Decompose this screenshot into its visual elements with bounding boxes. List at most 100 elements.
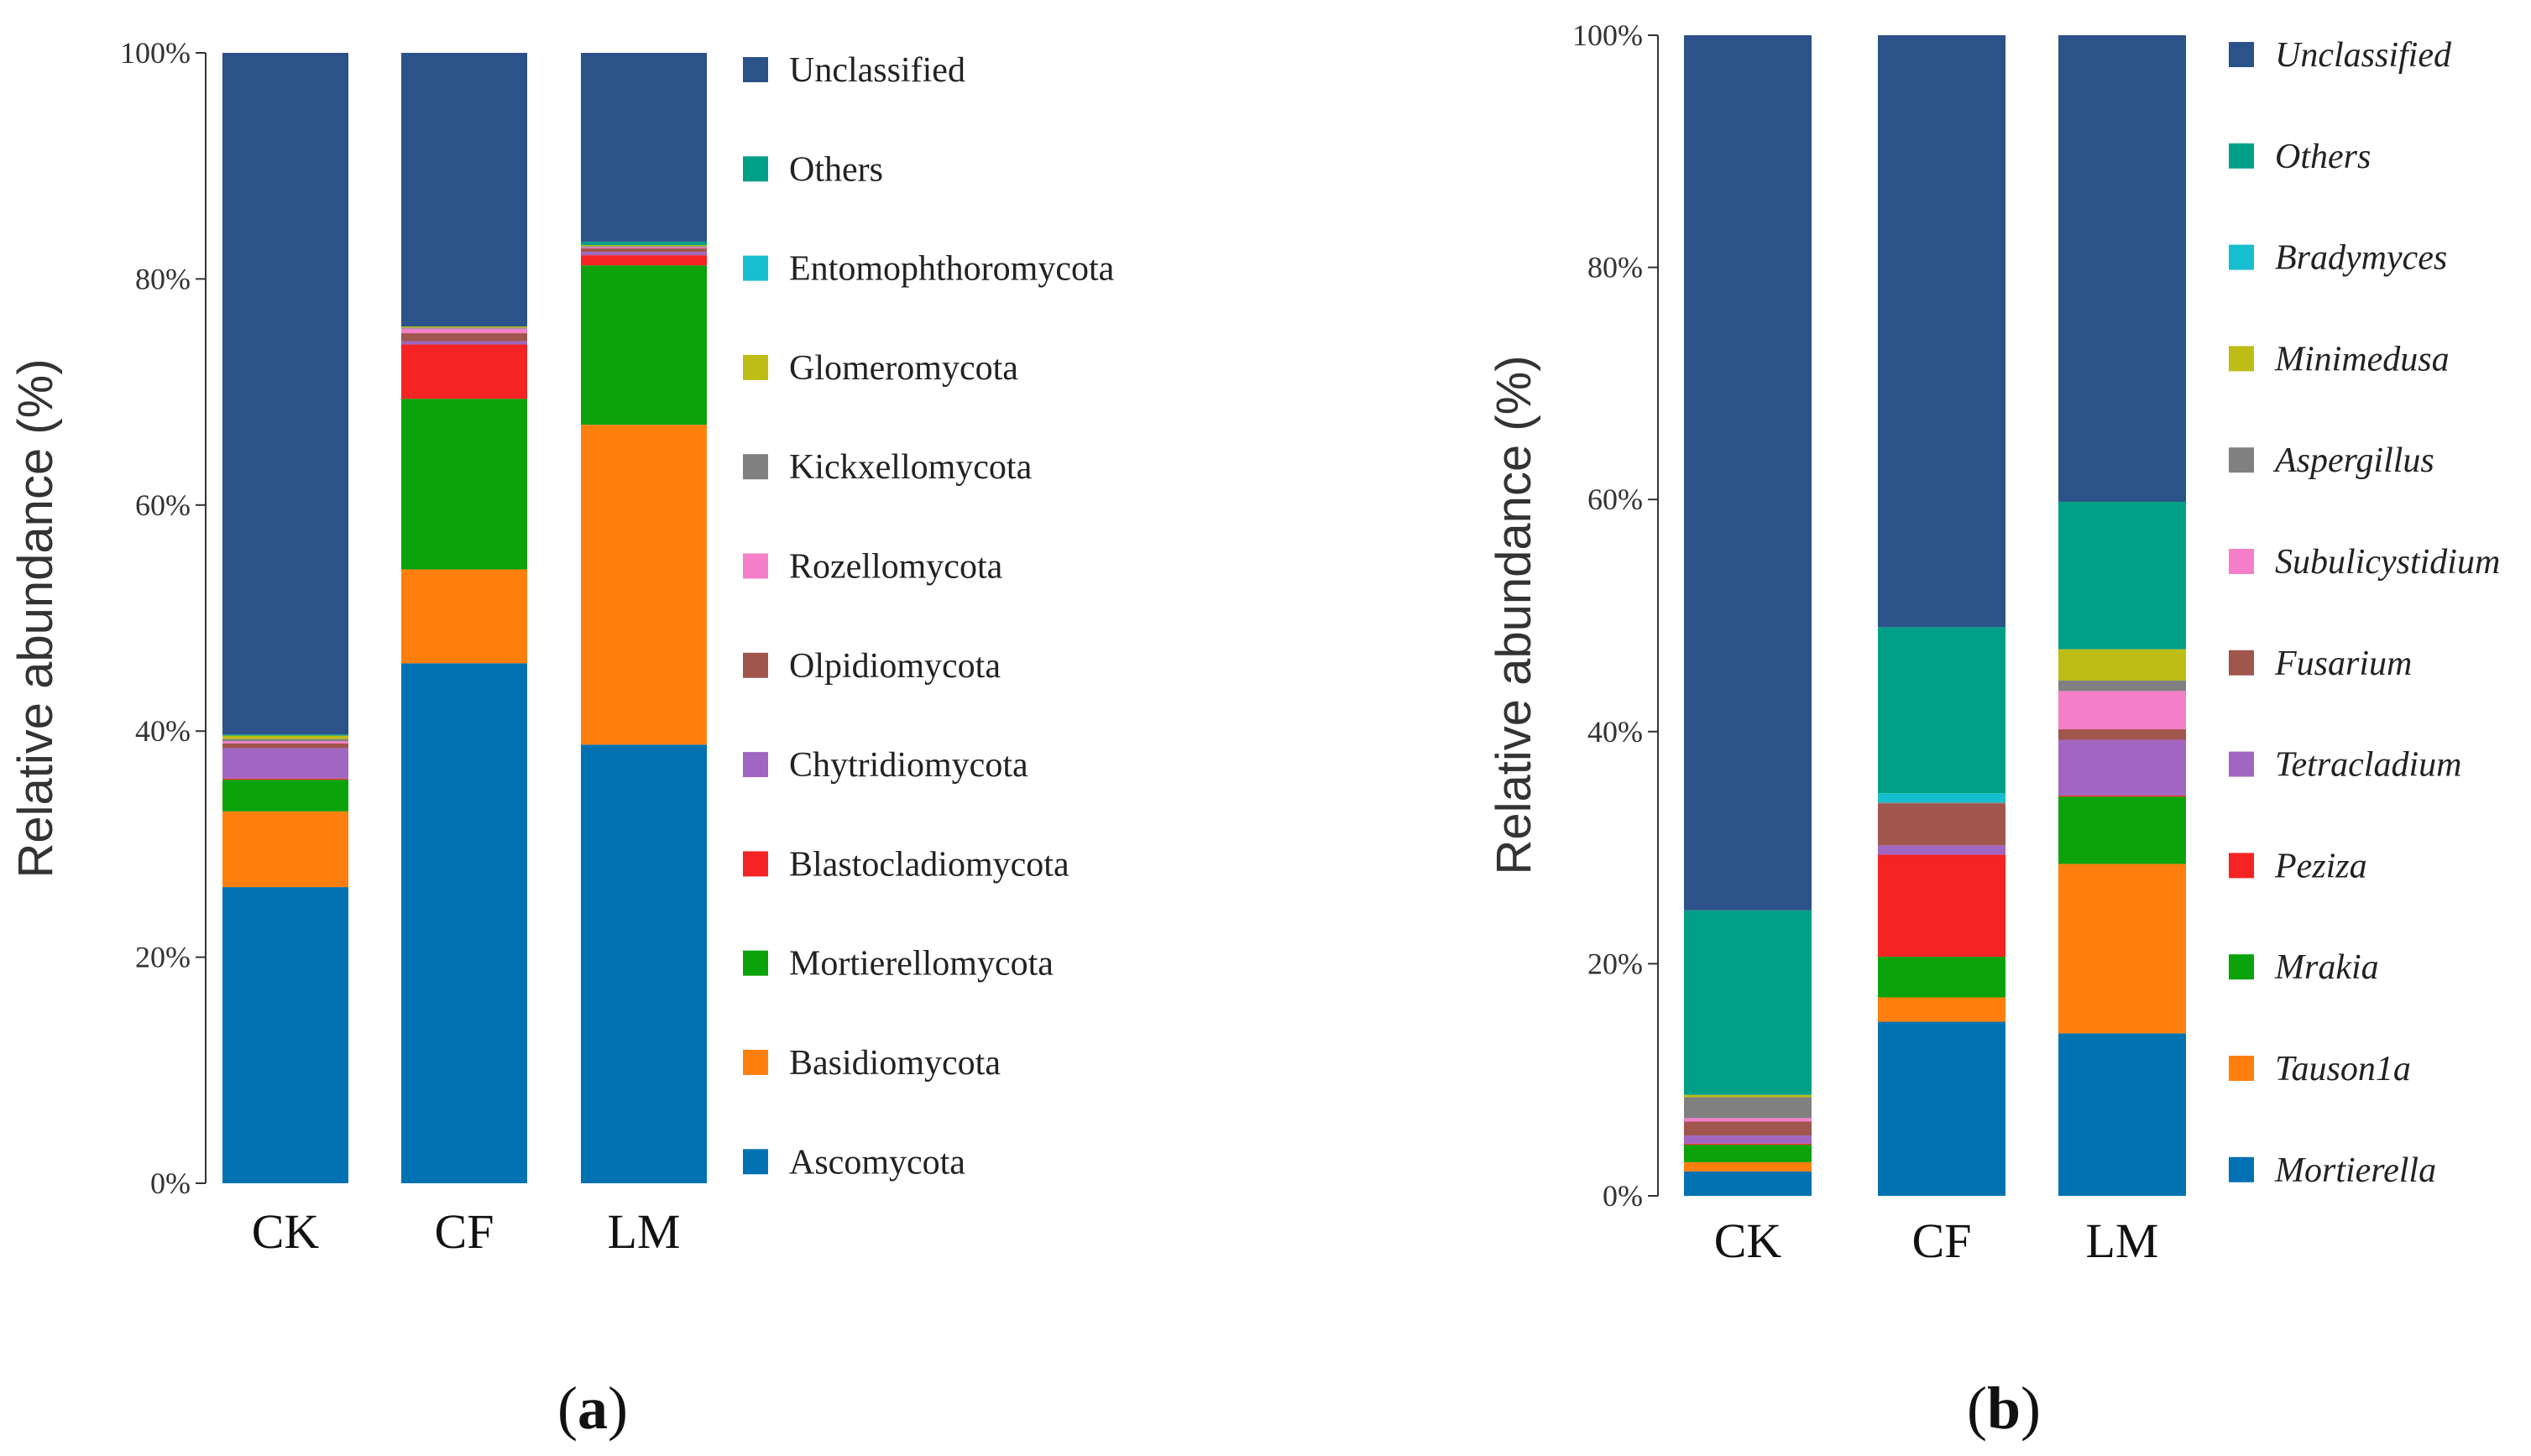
bar-segment-ck-chytridiomycota [222, 748, 348, 779]
legend-label-chytridiomycota: Chytridiomycota [789, 746, 1028, 785]
legend-swatch-chytridiomycota [743, 752, 768, 778]
y-tick-label: 0% [1603, 1179, 1643, 1213]
bar-segment-ck-subulicystidium [1684, 1118, 1812, 1122]
y-tick-label: 60% [135, 488, 191, 522]
legend-label-basidiomycota: Basidiomycota [789, 1044, 1001, 1083]
bar-segment-cf-mrakia [1878, 957, 2005, 998]
legend-swatch-kickxellomycota [743, 454, 768, 480]
legend-label-tetracladium: Tetracladium [2275, 746, 2461, 785]
bar-segment-cf-unclassified [401, 53, 527, 326]
bar-segment-cf-peziza [1878, 854, 2005, 958]
bar-segment-cf-others [1878, 627, 2005, 794]
legend-swatch-tauson1a [2229, 1056, 2254, 1081]
x-tick-label-lm: LM [608, 1204, 681, 1259]
legend-label-mortierella: Mortierella [2274, 1151, 2436, 1190]
bar-segment-cf-bradymyces [1878, 793, 2005, 803]
bar-segment-cf-blastocladiomycota [401, 344, 527, 399]
legend-swatch-fusarium [2229, 650, 2254, 676]
panel-a: 0% 20% 40% 60% 80% 100% Relative abundance (%)… [8, 36, 1115, 1442]
bar-segment-lm-aspergillus [2058, 680, 2186, 691]
y-tick-label: 100% [120, 36, 191, 70]
legend-swatch-olpidiomycota [743, 652, 768, 678]
bar-segment-cf-tauson1a [1878, 997, 2005, 1022]
bar-segment-cf-kickxellomycota [401, 327, 527, 329]
bar-segment-cf-rozellomycota [401, 328, 527, 334]
y-tick-label: 20% [135, 941, 191, 974]
legend-label-subulicystidium: Subulicystidium [2275, 543, 2500, 582]
legend-label-aspergillus: Aspergillus [2272, 441, 2434, 480]
x-tick-label-ck: CK [1714, 1213, 1782, 1268]
bar-segment-cf-unclassified [1878, 35, 2005, 628]
bar-segment-ck-mrakia [1684, 1145, 1812, 1162]
bar-segment-cf-aspergillus [1878, 802, 2005, 804]
legend-swatch-mortierellomycota [743, 950, 768, 976]
bar-segment-ck-aspergillus [1684, 1097, 1812, 1119]
bar-segment-lm-fusarium [2058, 729, 2186, 740]
bar-segment-lm-unclassified [581, 53, 707, 242]
bar-segment-lm-mortierella [2058, 1033, 2186, 1196]
bar-segment-ck-fusarium [1684, 1121, 1812, 1136]
bar-segment-ck-unclassified [222, 53, 348, 735]
bar-segment-lm-subulicystidium [2058, 691, 2186, 730]
legend-label-glomeromycota: Glomeromycota [789, 349, 1018, 388]
bar-segment-ck-olpidiomycota [222, 744, 348, 749]
legend-swatch-basidiomycota [743, 1050, 768, 1075]
bar-segment-cf-fusarium [1878, 803, 2005, 846]
legend-swatch-mrakia [2229, 954, 2254, 980]
legend-swatch-peziza [2229, 853, 2254, 879]
bar-segment-lm-tetracladium [2058, 739, 2186, 796]
bar-segment-ck-unclassified [1684, 35, 1812, 911]
panel-b: 0% 20% 40% 60% 80% 100% Relative abundance (%)… [1487, 18, 2500, 1442]
bar-segment-ck-ascomycota [222, 887, 348, 1183]
bar-segment-lm-glomeromycota [581, 244, 707, 247]
bar-segment-lm-ascomycota [581, 744, 707, 1183]
legend-label-entomophthoromycota: Entomophthoromycota [789, 250, 1115, 289]
legend-label-unclassified: Unclassified [789, 51, 965, 90]
y-tick-label: 40% [1587, 715, 1643, 749]
bar-segment-ck-peziza [1684, 1143, 1812, 1145]
x-tick-label-ck: CK [252, 1204, 320, 1259]
bar-segment-ck-mortierella [1684, 1171, 1812, 1196]
y-tick-label: 80% [1587, 251, 1643, 284]
y-tick-label: 80% [135, 262, 191, 295]
legend-label-minimedusa: Minimedusa [2274, 340, 2450, 378]
y-tick-label: 100% [1572, 18, 1643, 52]
bar-segment-ck-blastocladiomycota [222, 778, 348, 780]
bar-segment-cf-mortierellomycota [401, 399, 527, 570]
bar-segment-lm-basidiomycota [581, 425, 707, 745]
legend-swatch-mortierella [2229, 1156, 2254, 1182]
legend-swatch-aspergillus [2229, 447, 2254, 473]
legend-swatch-bradymyces [2229, 244, 2254, 270]
legend-label-others: Others [2275, 138, 2371, 176]
bar-segment-cf-olpidiomycota [401, 333, 527, 342]
bar-segment-ck-basidiomycota [222, 811, 348, 888]
legend-label-kickxellomycota: Kickxellomycota [789, 448, 1033, 487]
bar-segment-lm-mortierellomycota [581, 265, 707, 425]
bar-segment-cf-ascomycota [401, 663, 527, 1183]
bar-segment-lm-mrakia [2058, 796, 2186, 864]
legend-label-bradymyces: Bradymyces [2275, 239, 2447, 278]
legend-label-olpidiomycota: Olpidiomycota [789, 647, 1001, 686]
bar-segment-lm-tauson1a [2058, 864, 2186, 1034]
y-axis-label: Relative abundance (%) [1487, 355, 1541, 874]
bar-segment-cf-mortierella [1878, 1021, 2005, 1196]
bar-segment-ck-others [1684, 910, 1812, 1095]
bar-segment-cf-tetracladium [1878, 845, 2005, 855]
bar-segment-lm-minimedusa [2058, 649, 2186, 681]
legend-swatch-subulicystidium [2229, 549, 2254, 574]
legend-label-ascomycota: Ascomycota [789, 1143, 965, 1182]
legend-swatch-others [2229, 143, 2254, 169]
bar-segment-ck-minimedusa [1684, 1094, 1812, 1098]
legend-swatch-unclassified [2229, 42, 2254, 67]
x-tick-label-lm: LM [2086, 1213, 2159, 1268]
x-tick-label-cf: CF [435, 1204, 494, 1259]
y-axis-label: Relative abundance (%) [8, 358, 63, 878]
bar-segment-ck-tauson1a [1684, 1161, 1812, 1172]
y-tick-label: 20% [1587, 947, 1643, 980]
bar-segment-lm-olpidiomycota [581, 248, 707, 253]
legend-swatch-entomophthoromycota [743, 255, 768, 281]
legend-swatch-tetracladium [2229, 751, 2254, 777]
bar-segment-ck-rozellomycota [222, 741, 348, 744]
legend-label-others: Others [789, 150, 883, 189]
